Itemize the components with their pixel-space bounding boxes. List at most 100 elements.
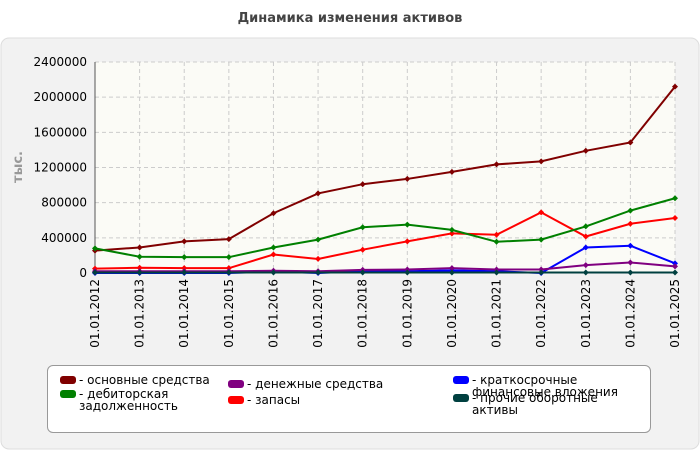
point (136, 269, 143, 276)
point (136, 253, 143, 260)
point (538, 158, 545, 165)
x-tick-label: 01.01.2016 (266, 279, 280, 348)
point (359, 246, 366, 253)
point (181, 238, 188, 245)
point (448, 265, 455, 272)
legend-label: - основные средства (79, 373, 210, 387)
legend-swatch (453, 394, 469, 402)
point (582, 147, 589, 154)
x-tick-label: 01.01.2024 (623, 279, 637, 348)
legend-swatch (228, 380, 244, 388)
point (538, 209, 545, 216)
point (181, 254, 188, 261)
point (672, 269, 678, 276)
point (627, 242, 634, 249)
legend-label: - запасы (247, 393, 301, 407)
point (627, 139, 634, 146)
legend-label: - прочие оборотные активы (472, 391, 598, 417)
x-tick-label: 01.01.2014 (177, 279, 191, 348)
point (404, 221, 411, 228)
x-tick-label: 01.01.2019 (400, 279, 414, 348)
series-line (94, 197, 676, 259)
legend-item: - запасы (228, 394, 448, 406)
point (448, 226, 455, 233)
y-tick-label: 1600000 (34, 125, 87, 139)
point (538, 266, 545, 273)
legend-swatch (60, 376, 76, 384)
point (315, 255, 322, 262)
point (672, 83, 678, 90)
x-tick-label: 01.01.2012 (88, 279, 102, 348)
point (359, 269, 366, 276)
point (270, 269, 277, 276)
y-tick-label: 0 (79, 266, 87, 280)
point (627, 259, 634, 266)
point (582, 262, 589, 269)
chart-title: Динамика изменения активов (238, 11, 463, 26)
point (448, 230, 455, 237)
point (404, 266, 411, 273)
point (92, 269, 98, 276)
series-line (94, 85, 676, 252)
point (270, 244, 277, 251)
point (627, 269, 634, 276)
legend-item: - денежные средства (228, 378, 448, 390)
point (315, 236, 322, 243)
point (136, 244, 143, 251)
point (538, 236, 545, 243)
legend-item: - дебиторская задолженность (60, 388, 230, 412)
x-tick-label: 01.01.2017 (311, 279, 325, 348)
point (493, 269, 500, 276)
point (359, 181, 366, 188)
point (493, 238, 500, 245)
point (315, 269, 322, 276)
point (359, 224, 366, 231)
x-tick-label: 01.01.2015 (222, 279, 236, 348)
legend-item: - прочие оборотные активы (453, 392, 643, 416)
y-tick-label: 2400000 (34, 55, 87, 69)
point (448, 168, 455, 175)
point (493, 231, 500, 238)
point (270, 251, 277, 258)
point (270, 210, 277, 217)
point (627, 220, 634, 227)
point (181, 265, 188, 272)
x-tick-label: 01.01.2022 (534, 279, 548, 348)
point (493, 161, 500, 168)
legend-swatch (228, 396, 244, 404)
legend-label: - дебиторская задолженность (79, 387, 178, 413)
x-tick-label: 01.01.2020 (445, 279, 459, 348)
point (493, 266, 500, 273)
x-tick-label: 01.01.2013 (133, 279, 147, 348)
point (404, 238, 411, 245)
point (404, 269, 411, 276)
point (92, 245, 98, 252)
point (404, 175, 411, 182)
point (582, 233, 589, 240)
series-line (95, 261, 676, 273)
x-tick-label: 01.01.2018 (356, 279, 370, 348)
point (627, 207, 634, 214)
point (672, 195, 678, 202)
x-tick-label: 01.01.2021 (490, 279, 504, 348)
legend-label: - краткосрочные финансовые вложения (472, 373, 618, 399)
point (672, 263, 678, 270)
point (672, 260, 678, 267)
x-tick-label: 01.01.2025 (668, 279, 682, 348)
y-tick-label: 2000000 (34, 90, 87, 104)
legend-label: - денежные средства (247, 377, 384, 391)
point (672, 215, 678, 222)
legend-swatch (60, 390, 76, 398)
point (181, 269, 188, 276)
point (136, 264, 143, 271)
y-tick-label: 1200000 (34, 161, 87, 175)
y-tick-label: 800000 (41, 196, 87, 210)
y-axis-label: тыс. (11, 151, 26, 183)
legend-item: - основные средства (60, 374, 230, 386)
point (225, 265, 232, 272)
point (315, 190, 322, 197)
point (225, 236, 232, 243)
legend-item: - краткосрочные финансовые вложения (453, 374, 643, 398)
